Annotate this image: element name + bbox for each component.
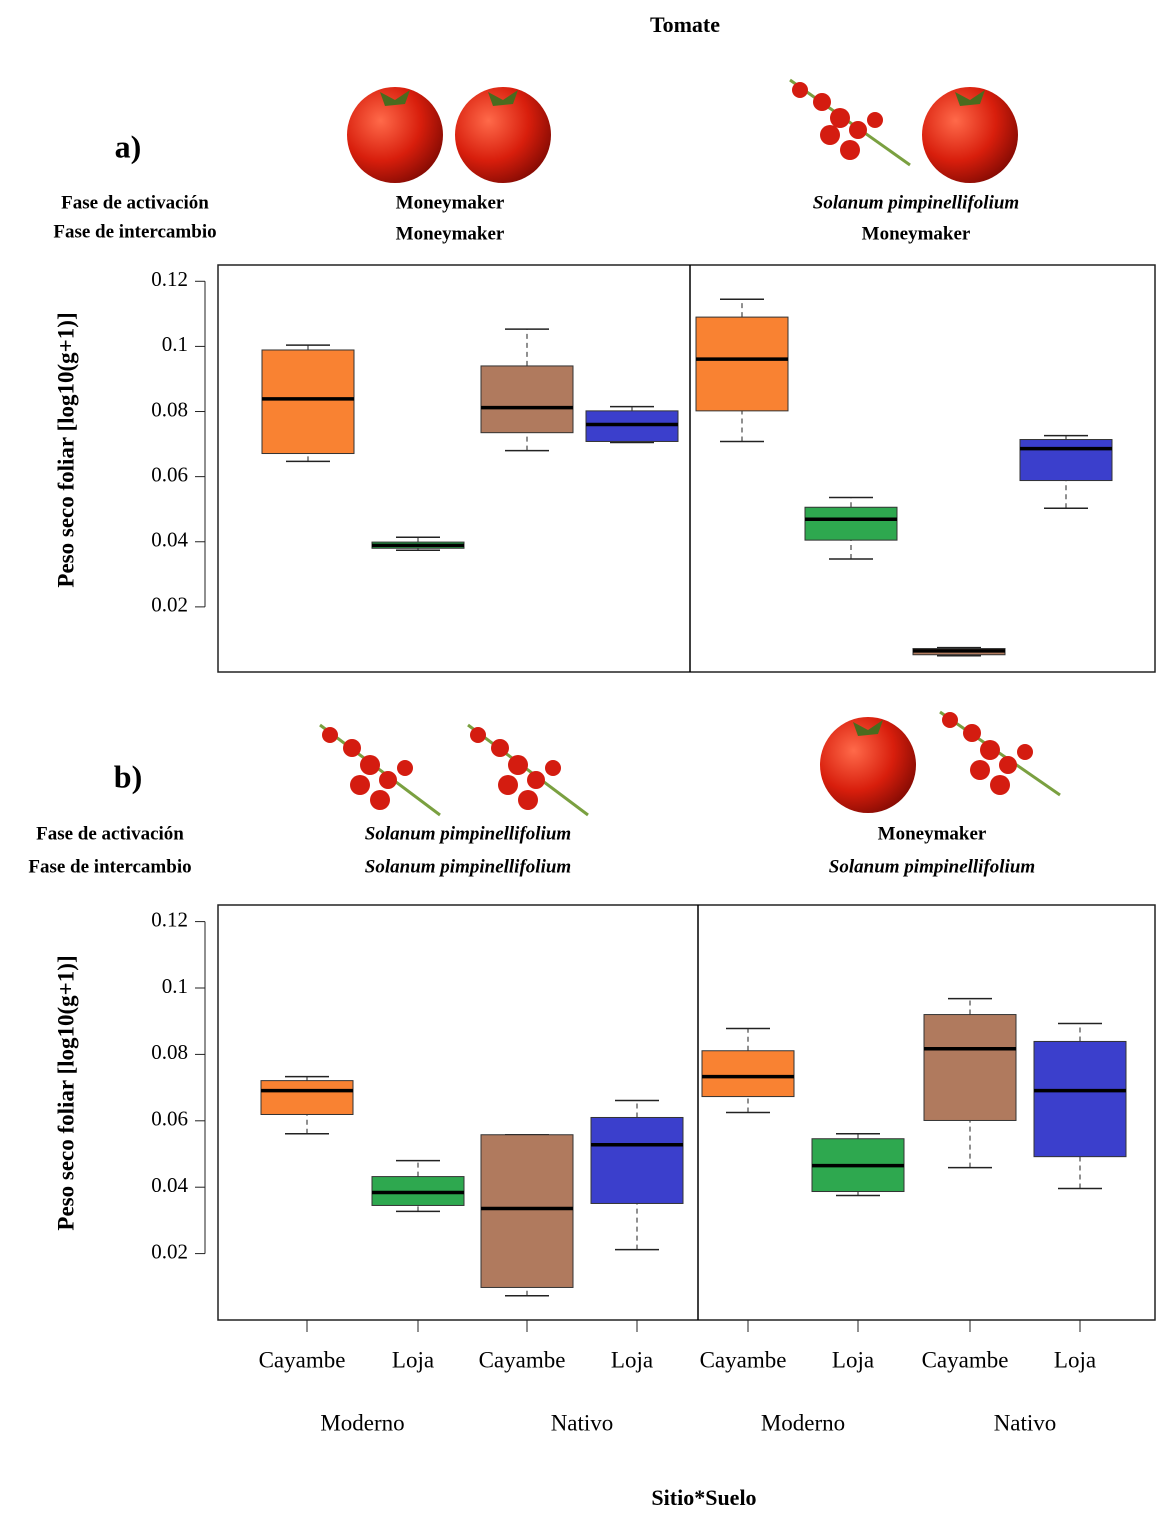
y-tick-label: 0.08 <box>151 397 188 421</box>
plot-frame <box>218 265 1155 672</box>
y-tick-label: 0.06 <box>151 462 188 486</box>
x-tick-label: Loja <box>392 1347 434 1372</box>
group-label: Solanum pimpinellifolium <box>829 856 1035 877</box>
y-tick-label: 0.02 <box>151 593 188 617</box>
chart: Tomate Sitio*Suelo a) Fase de activación F… <box>0 0 1160 1513</box>
y-tick-label: 0.12 <box>151 907 188 931</box>
box <box>591 1117 683 1203</box>
box <box>924 1015 1016 1121</box>
group-label: Moneymaker <box>396 223 505 244</box>
soil-label: Moderno <box>761 1410 845 1435</box>
y-tick-label: 0.1 <box>162 974 188 998</box>
x-axis-title: Sitio*Suelo <box>651 1485 756 1510</box>
box <box>481 366 573 433</box>
row-label: Fase de activación <box>61 192 209 213</box>
y-axis-title: Peso seco foliar [log10(g+1)] <box>53 955 78 1230</box>
x-tick-label: Cayambe <box>259 1347 346 1372</box>
soil-label: Moderno <box>320 1410 404 1435</box>
y-tick-label: 0.1 <box>162 332 188 356</box>
y-tick-label: 0.08 <box>151 1040 188 1064</box>
group-label: Solanum pimpinellifolium <box>813 192 1019 213</box>
box <box>262 350 354 454</box>
box <box>1020 440 1112 481</box>
soil-label: Nativo <box>551 1410 614 1435</box>
row-label: Fase de intercambio <box>28 856 191 877</box>
panel-label: a) <box>115 128 142 164</box>
x-tick-label: Loja <box>832 1347 874 1372</box>
box <box>261 1081 353 1115</box>
y-tick-label: 0.04 <box>151 1173 188 1197</box>
group-label: Moneymaker <box>396 192 505 213</box>
box <box>1034 1041 1126 1156</box>
x-tick-label: Loja <box>1054 1347 1096 1372</box>
row-label: Fase de activación <box>36 823 184 844</box>
chart-title: Tomate <box>650 12 720 37</box>
y-tick-label: 0.06 <box>151 1107 188 1131</box>
box <box>481 1135 573 1288</box>
group-label: Solanum pimpinellifolium <box>365 856 571 877</box>
y-tick-label: 0.12 <box>151 267 188 291</box>
y-tick-label: 0.04 <box>151 528 188 552</box>
row-label: Fase de intercambio <box>53 221 216 242</box>
group-label: Moneymaker <box>862 223 971 244</box>
y-axis-title: Peso seco foliar [log10(g+1)] <box>53 312 78 587</box>
box <box>696 317 788 411</box>
group-label: Solanum pimpinellifolium <box>365 823 571 844</box>
x-tick-label: Cayambe <box>700 1347 787 1372</box>
panel-label: b) <box>114 758 142 794</box>
box <box>805 507 897 540</box>
soil-label: Nativo <box>994 1410 1057 1435</box>
x-tick-label: Cayambe <box>479 1347 566 1372</box>
group-label: Moneymaker <box>878 823 987 844</box>
x-tick-label: Cayambe <box>922 1347 1009 1372</box>
x-tick-label: Loja <box>611 1347 653 1372</box>
y-tick-label: 0.02 <box>151 1239 188 1263</box>
box <box>702 1051 794 1097</box>
page: Tomate Sitio*Suelo a) Fase de activación F… <box>0 0 1160 1513</box>
